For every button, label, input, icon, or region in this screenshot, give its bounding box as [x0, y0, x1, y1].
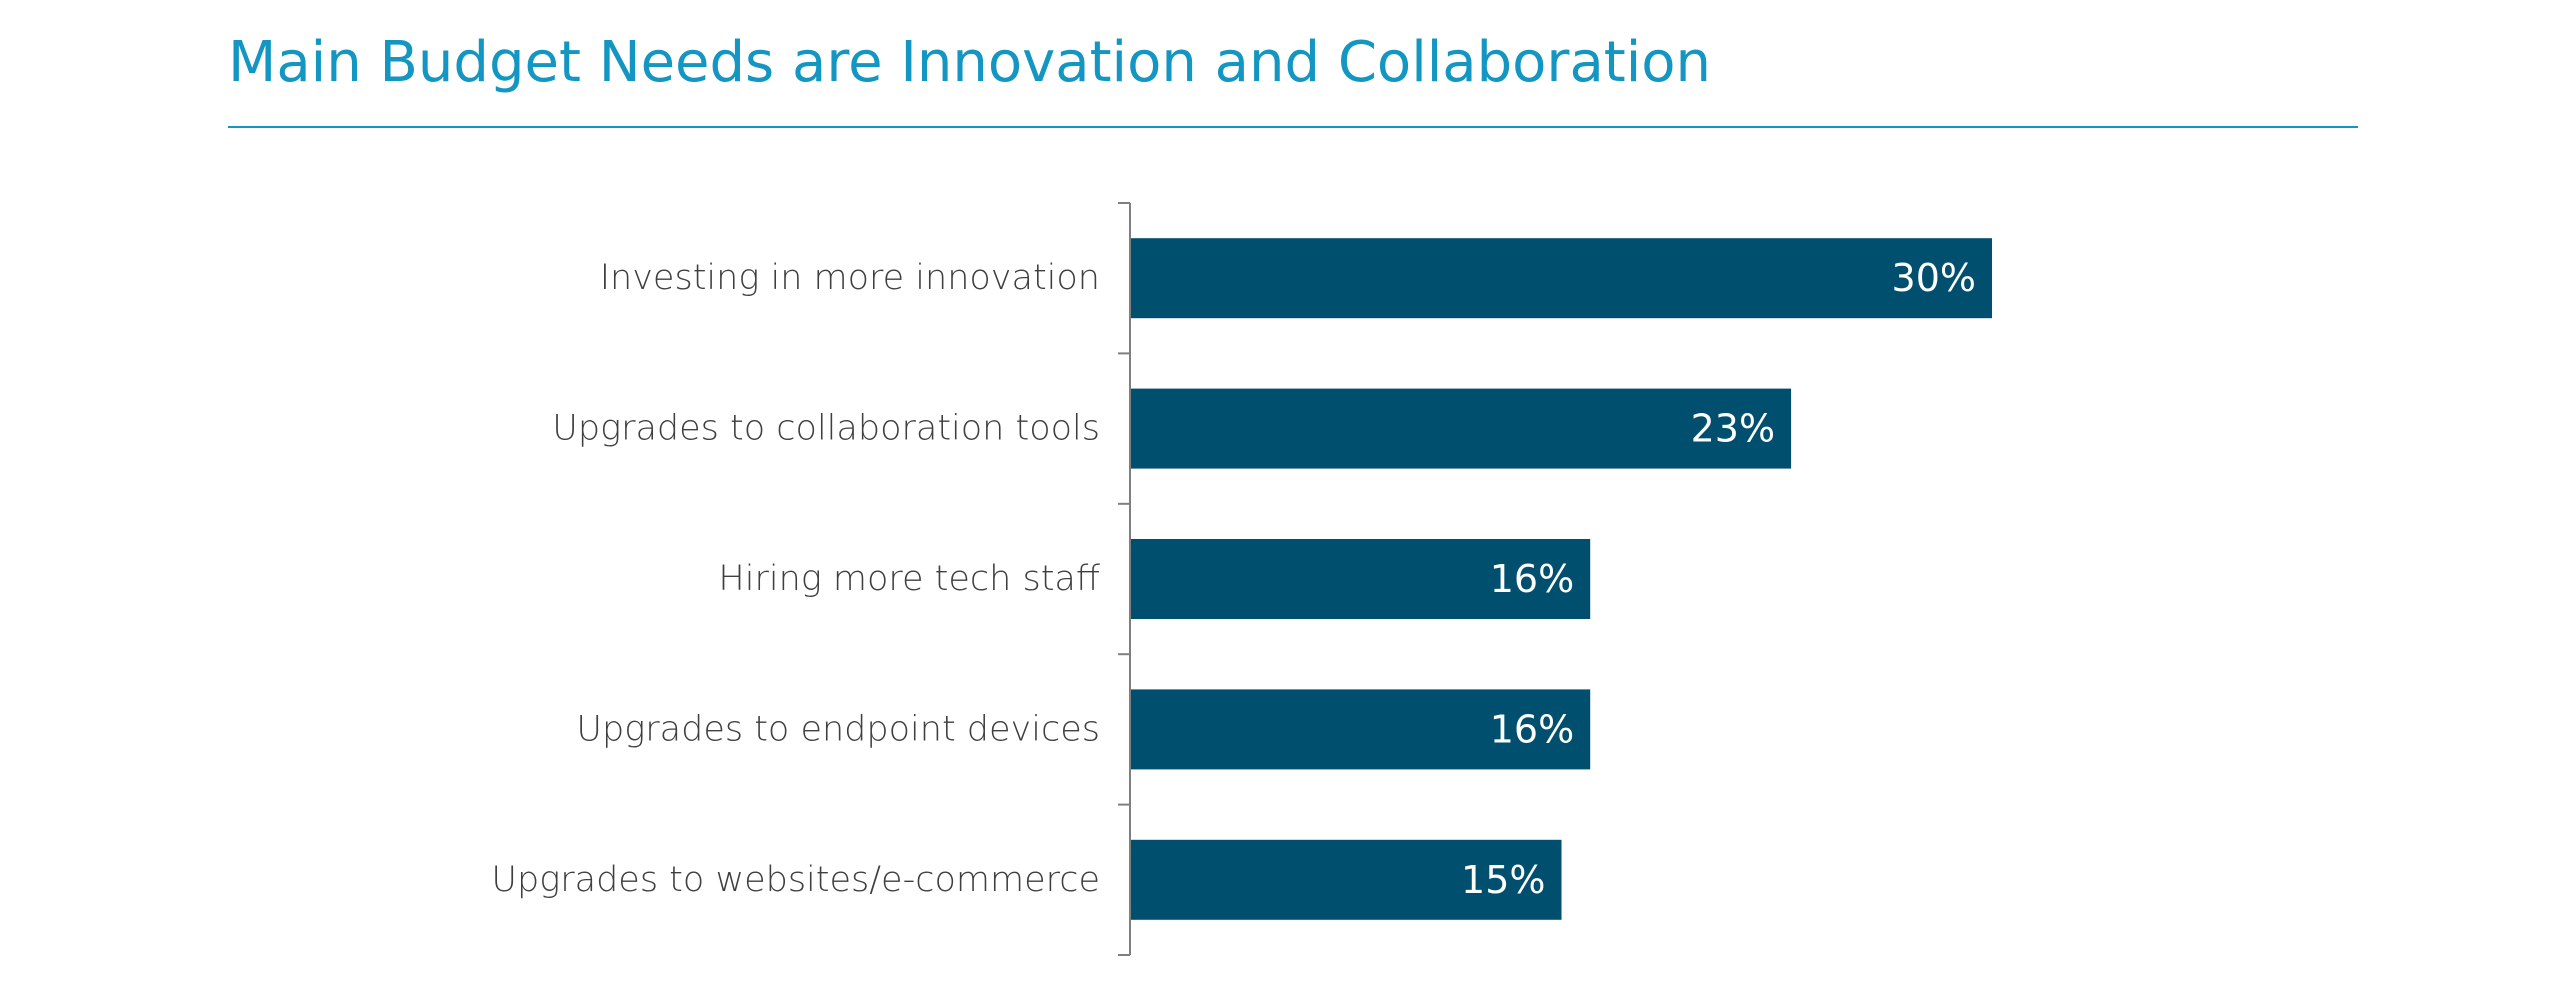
bar: [1131, 539, 1591, 619]
category-label: Upgrades to websites/e-commerce: [491, 860, 1100, 900]
data-label: 30%: [1892, 256, 1976, 300]
title-divider: [228, 126, 2358, 128]
bar: [1131, 839, 1562, 920]
data-label: 16%: [1490, 707, 1574, 751]
data-label: 23%: [1691, 407, 1775, 451]
category-label: Upgrades to endpoint devices: [576, 709, 1100, 749]
bar: [1131, 689, 1591, 770]
category-label: Investing in more innovation: [600, 258, 1100, 298]
bar: [1131, 388, 1792, 469]
category-label: Upgrades to collaboration tools: [552, 409, 1100, 449]
category-label: Hiring more tech staff: [718, 559, 1100, 599]
data-label: 16%: [1490, 557, 1574, 601]
chart-title: Main Budget Needs are Innovation and Col…: [228, 30, 1712, 95]
bar: [1131, 238, 1992, 319]
data-label: 15%: [1461, 858, 1545, 902]
